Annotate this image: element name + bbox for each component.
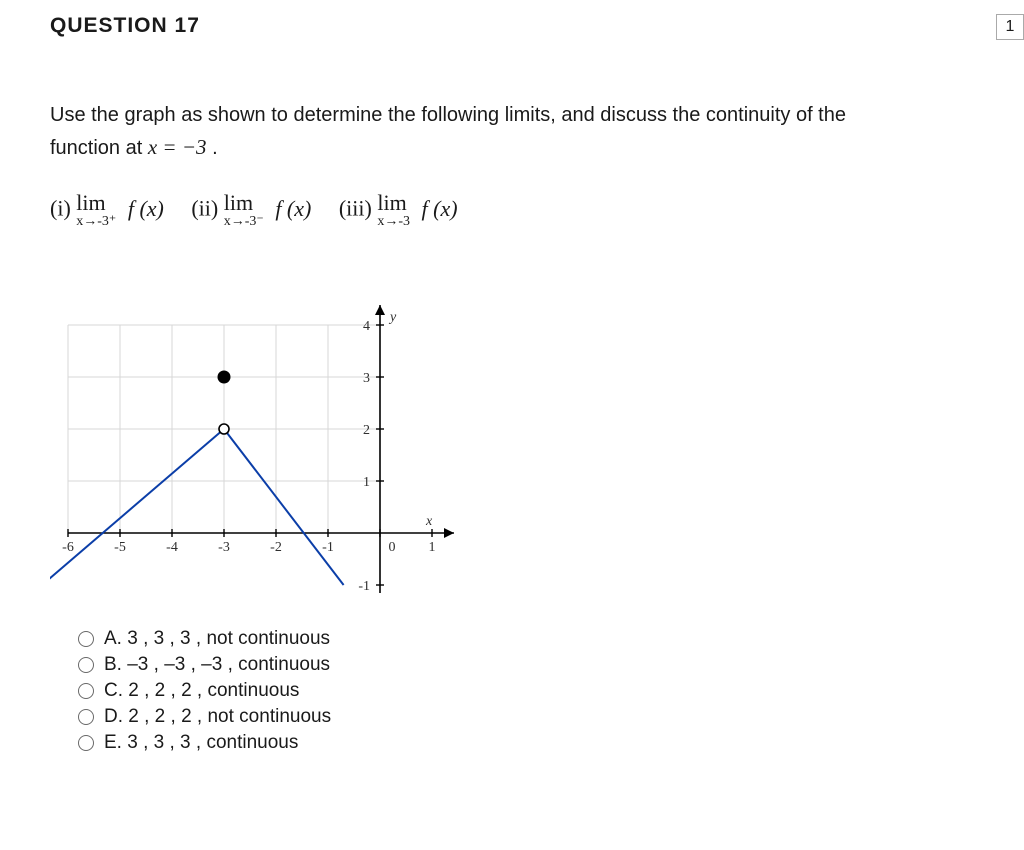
svg-text:1: 1 (429, 540, 436, 555)
answer-label: C. 2 , 2 , 2 , continuous (104, 680, 299, 702)
limit-ii-lim: lim (224, 192, 264, 214)
question-header: QUESTION 17 1 (50, 14, 1000, 40)
question-prompt: Use the graph as shown to determine the … (50, 100, 1000, 164)
svg-text:x: x (425, 514, 433, 529)
svg-text:y: y (388, 310, 397, 325)
radio-icon (78, 657, 94, 673)
svg-text:-4: -4 (166, 540, 178, 555)
answer-option[interactable]: D. 2 , 2 , 2 , not continuous (78, 706, 1000, 728)
answer-option[interactable]: C. 2 , 2 , 2 , continuous (78, 680, 1000, 702)
radio-icon (78, 709, 94, 725)
limit-i-fx: f (x) (128, 196, 164, 221)
answer-option[interactable]: A. 3 , 3 , 3 , not continuous (78, 628, 1000, 650)
limits-row: (i) lim x→-3⁺ f (x) (ii) lim x→-3⁻ f (x)… (50, 192, 1000, 229)
svg-text:-1: -1 (358, 579, 370, 594)
svg-text:-5: -5 (114, 540, 126, 555)
limit-iii-prefix: (iii) (339, 196, 372, 221)
answer-label: A. 3 , 3 , 3 , not continuous (104, 628, 330, 650)
limit-iii-fx: f (x) (422, 196, 458, 221)
answer-option[interactable]: B. –3 , –3 , –3 , continuous (78, 654, 1000, 676)
prompt-line-2a: function at (50, 137, 148, 159)
prompt-math: x = −3 (148, 135, 207, 159)
radio-icon (78, 631, 94, 647)
svg-text:-6: -6 (62, 540, 74, 555)
limit-iii-lim: lim (377, 192, 410, 214)
limit-ii-prefix: (ii) (191, 196, 218, 221)
svg-text:1: 1 (363, 475, 370, 490)
answer-list: A. 3 , 3 , 3 , not continuous B. –3 , –3 … (78, 628, 1000, 754)
answer-label: D. 2 , 2 , 2 , not continuous (104, 706, 331, 728)
limit-ii-sub: x→-3⁻ (224, 215, 264, 229)
svg-text:-1: -1 (322, 540, 334, 555)
graph: -6 -5 -4 -3 -2 -1 1 0 -1 1 2 3 4 x y (50, 255, 1000, 610)
limit-iii-sub: x→-3 (377, 215, 410, 229)
graph-svg: -6 -5 -4 -3 -2 -1 1 0 -1 1 2 3 4 x y (50, 255, 480, 605)
points-box: 1 (996, 14, 1024, 40)
answer-option[interactable]: E. 3 , 3 , 3 , continuous (78, 732, 1000, 754)
question-number: QUESTION 17 (50, 14, 200, 38)
svg-text:-3: -3 (218, 540, 230, 555)
radio-icon (78, 683, 94, 699)
svg-text:2: 2 (363, 423, 370, 438)
svg-text:-2: -2 (270, 540, 282, 555)
limit-ii-fx: f (x) (275, 196, 311, 221)
svg-text:4: 4 (363, 319, 370, 334)
svg-text:0: 0 (389, 540, 396, 555)
answer-label: B. –3 , –3 , –3 , continuous (104, 654, 330, 676)
svg-text:3: 3 (363, 371, 370, 386)
radio-icon (78, 735, 94, 751)
limit-i-lim: lim (76, 192, 116, 214)
limit-i-sub: x→-3⁺ (76, 215, 116, 229)
limit-i-prefix: (i) (50, 196, 71, 221)
prompt-line-1: Use the graph as shown to determine the … (50, 104, 846, 126)
answer-label: E. 3 , 3 , 3 , continuous (104, 732, 298, 754)
prompt-line-2b: . (207, 137, 218, 159)
